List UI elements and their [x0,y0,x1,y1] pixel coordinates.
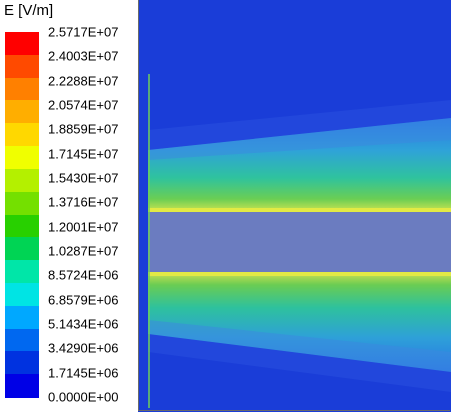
colorbar-tick-label: 1.2001E+07 [48,219,119,235]
colorbar-swatch [5,100,39,124]
colorbar-tick-label: 5.1434E+06 [48,316,119,332]
colorbar-swatch [5,351,39,375]
electrode-edge-top [148,208,451,212]
upper-top-band [148,118,451,160]
colorbar-swatch [5,282,39,307]
colorbar-tick-label: 8.5724E+06 [48,267,119,283]
colorbar-swatch [5,191,39,216]
lower-bottom-band [148,320,451,372]
colorbar-swatch [5,305,39,330]
colorbar-tick-label: 2.0574E+07 [48,97,119,113]
plot-frame [138,0,450,411]
colorbar-tick-label: 1.0287E+07 [48,243,119,259]
colorbar-swatch [5,77,39,102]
legend-title: E [V/m] [4,2,54,19]
colorbar-tick-label: 6.8579E+06 [48,292,119,308]
electrode-edge-bottom [148,272,451,276]
colorbar-tick-label: 2.5717E+07 [48,24,119,40]
colorbar-swatch [5,123,39,147]
colorbar-swatch [5,146,39,170]
colorbar-tick-label: 2.2288E+07 [48,73,119,89]
outer-dark-band-top [148,100,451,150]
colorbar-swatch [5,54,39,79]
colorbar-tick-label: 1.7145E+07 [48,146,119,162]
colorbar-tick-label: 1.7145E+06 [48,365,119,381]
outer-dark-band-bottom [148,334,451,392]
colorbar-swatch [5,237,39,261]
colorbar-tick-label: 3.4290E+06 [48,340,119,356]
colorbar-tick-label: 1.8859E+07 [48,121,119,137]
colorbar-swatch [5,214,39,238]
colorbar-tick-label: 0.0000E+00 [48,389,119,405]
colorbar-swatch [5,374,39,398]
colorbar-tick-label: 2.4003E+07 [48,48,119,64]
colorbar-swatch [5,32,39,56]
electrode-region [148,211,451,273]
colorbar-swatch [5,328,39,352]
colorbar-swatch [5,260,39,284]
colorbar-swatch [5,168,39,193]
field-plot [138,0,451,412]
colorbar-tick-label: 1.3716E+07 [48,194,119,210]
colorbar-tick-label: 1.5430E+07 [48,170,119,186]
field-legend: E [V/m] 2.5717E+07 2.4003E+07 2.2288E+07 2.… [0,0,136,412]
